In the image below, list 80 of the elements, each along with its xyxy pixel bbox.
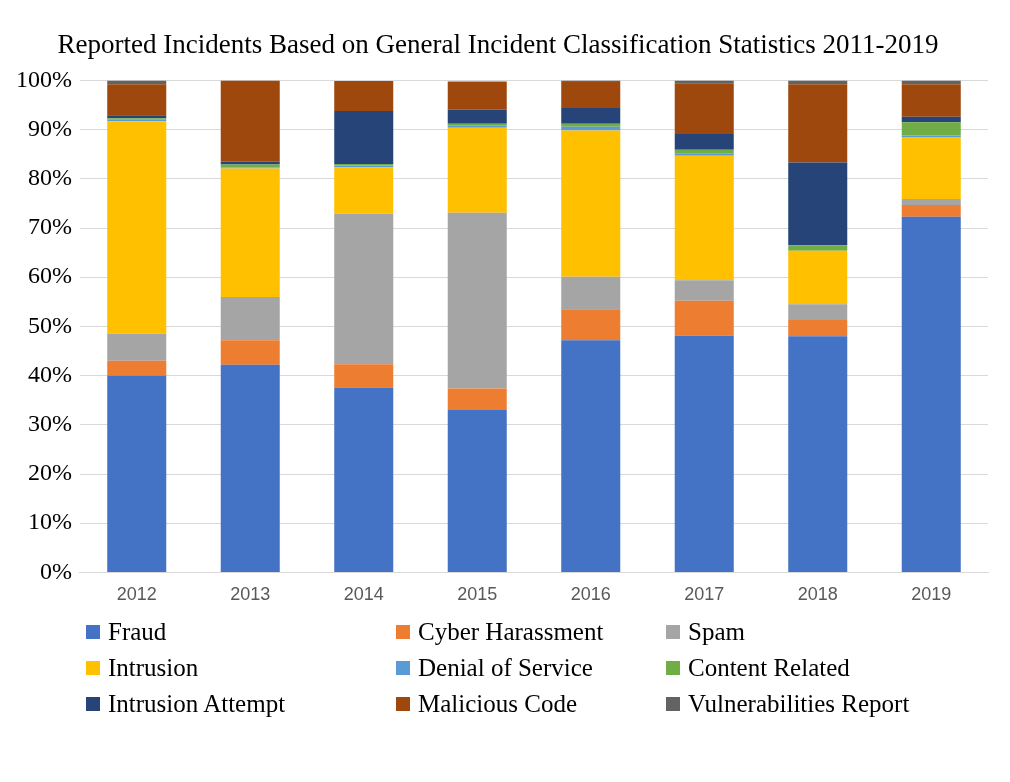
bar xyxy=(447,127,507,213)
bar xyxy=(561,309,621,341)
bar xyxy=(447,410,507,572)
y-tick-label: 90% xyxy=(27,114,72,141)
bar xyxy=(220,364,280,572)
y-tick-label: 60% xyxy=(27,262,72,289)
bar xyxy=(447,109,507,124)
bar xyxy=(561,130,621,277)
bar xyxy=(220,168,280,297)
bar xyxy=(901,198,961,205)
bar xyxy=(447,81,507,110)
y-tick-label: 50% xyxy=(27,311,72,338)
legend-label: Content Related xyxy=(688,654,850,682)
x-tick-label: 2017 xyxy=(684,584,725,605)
bar xyxy=(334,387,394,572)
x-tick-label: 2012 xyxy=(116,584,157,605)
bar xyxy=(220,80,280,162)
bar xyxy=(447,212,507,389)
bar xyxy=(107,360,167,376)
bar xyxy=(788,84,848,163)
bar xyxy=(561,123,621,127)
bar xyxy=(674,153,734,156)
bar xyxy=(901,204,961,217)
y-tick-label: 10% xyxy=(27,508,72,535)
bar xyxy=(674,83,734,135)
legend-label: Cyber Harassment xyxy=(418,618,604,646)
legend-label: Fraud xyxy=(108,618,167,646)
bar xyxy=(561,340,621,572)
legend-label: Vulnerabilities Report xyxy=(688,690,910,718)
bar xyxy=(334,80,394,111)
bar xyxy=(901,136,961,199)
bar xyxy=(334,110,394,165)
bar xyxy=(674,300,734,336)
x-tick-label: 2016 xyxy=(570,584,611,605)
bar xyxy=(674,134,734,150)
legend-label: Intrusion xyxy=(108,654,199,682)
x-tick-label: 2014 xyxy=(343,584,384,605)
bar xyxy=(561,107,621,124)
y-tick-label: 20% xyxy=(27,459,72,486)
y-tick-label: 70% xyxy=(27,213,72,240)
bar xyxy=(220,296,280,341)
y-tick-label: 0% xyxy=(39,557,72,584)
bar xyxy=(788,336,848,572)
bar xyxy=(107,121,167,334)
bar xyxy=(561,276,621,310)
bar xyxy=(901,122,961,136)
y-tick-label: 100% xyxy=(15,65,72,92)
bar xyxy=(334,167,394,214)
bar xyxy=(334,213,394,365)
legend-label: Denial of Service xyxy=(418,654,593,682)
legend-label: Intrusion Attempt xyxy=(108,690,286,718)
x-tick-label: 2013 xyxy=(230,584,271,605)
bar xyxy=(901,116,961,123)
bar xyxy=(447,388,507,411)
bar xyxy=(107,375,167,572)
bar xyxy=(901,84,961,117)
bar xyxy=(674,335,734,572)
y-tick-label: 30% xyxy=(27,410,72,437)
bar xyxy=(788,304,848,320)
bar xyxy=(788,245,848,251)
bar xyxy=(107,333,167,361)
x-tick-label: 2019 xyxy=(911,584,952,605)
bar xyxy=(788,320,848,337)
legend-label: Malicious Code xyxy=(418,690,578,718)
y-tick-label: 80% xyxy=(27,164,72,191)
bar xyxy=(901,216,961,572)
bar xyxy=(674,155,734,281)
chart-title: Reported Incidents Based on General Incident Classification Statistics 2011-2019 xyxy=(57,29,939,60)
bar xyxy=(674,280,734,301)
bar xyxy=(220,340,280,365)
bar xyxy=(788,250,848,305)
x-tick-label: 2018 xyxy=(797,584,838,605)
bar xyxy=(561,81,621,108)
bar xyxy=(561,126,621,131)
y-tick-label: 40% xyxy=(27,360,72,387)
bar xyxy=(788,162,848,246)
x-tick-label: 2015 xyxy=(457,584,498,605)
bar xyxy=(107,84,167,116)
legend-label: Spam xyxy=(688,618,745,646)
bar xyxy=(334,364,394,388)
